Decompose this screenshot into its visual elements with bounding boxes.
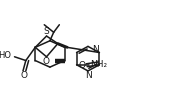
Text: N: N	[86, 71, 92, 80]
Text: S: S	[44, 27, 49, 36]
Text: O: O	[79, 61, 86, 70]
Text: N: N	[92, 45, 99, 54]
Text: O: O	[20, 71, 27, 80]
Text: NH₂: NH₂	[91, 60, 108, 69]
Text: HO: HO	[0, 51, 12, 60]
Text: O: O	[42, 57, 49, 66]
